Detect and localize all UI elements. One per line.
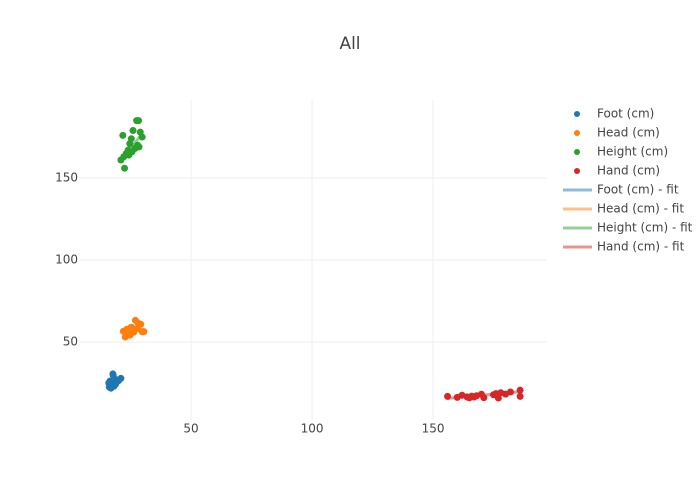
legend-label: Head (cm) - fit <box>597 202 684 216</box>
point <box>119 131 127 139</box>
point <box>127 135 135 143</box>
legend-marker <box>574 111 580 117</box>
x-tick-label: 100 <box>301 422 324 436</box>
point <box>135 117 143 125</box>
point <box>121 164 129 172</box>
x-tick-label: 50 <box>183 422 198 436</box>
legend-label: Head (cm) <box>597 126 660 140</box>
point <box>109 370 117 378</box>
legend-label: Foot (cm) - fit <box>597 183 679 197</box>
y-tick-label: 100 <box>55 253 78 267</box>
fit-line <box>107 376 122 388</box>
fit-line <box>119 132 144 161</box>
y-tick-label: 150 <box>55 171 78 185</box>
legend-label: Height (cm) <box>597 145 668 159</box>
point <box>135 143 143 151</box>
legend-label: Hand (cm) <box>597 164 660 178</box>
legend-marker <box>574 168 580 174</box>
legend-label: Height (cm) - fit <box>597 221 693 235</box>
y-tick-label: 50 <box>63 334 78 348</box>
point <box>516 392 524 400</box>
fit-line <box>123 328 144 333</box>
legend-marker <box>574 130 580 136</box>
point <box>129 126 137 134</box>
x-tick-label: 150 <box>422 422 445 436</box>
legend-label: Hand (cm) - fit <box>597 240 685 254</box>
point <box>494 394 502 402</box>
point <box>121 333 129 341</box>
legend-marker <box>574 149 580 155</box>
legend-label: Foot (cm) <box>597 107 654 121</box>
chart-title: All <box>339 34 360 54</box>
fit-line <box>447 390 521 400</box>
